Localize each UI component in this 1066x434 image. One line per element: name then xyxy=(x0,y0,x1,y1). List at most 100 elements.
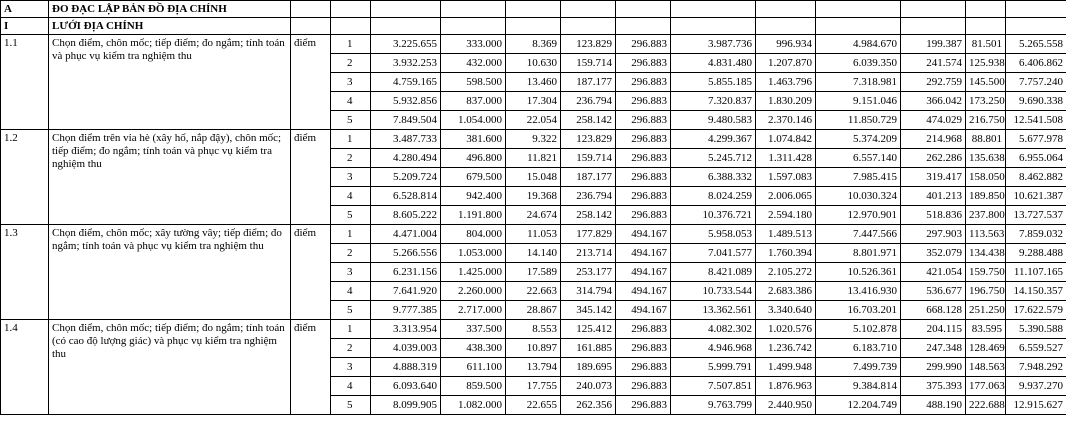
value-cell: 352.079 xyxy=(900,243,966,263)
value-cell: 1.830.209 xyxy=(755,91,816,111)
value-cell: 12.541.508 xyxy=(1005,110,1066,130)
value-cell: 314.794 xyxy=(560,281,616,301)
value-cell: 9.288.488 xyxy=(1005,243,1066,263)
value-cell: 1.236.742 xyxy=(755,338,816,358)
heading-row: I LƯỚI ĐỊA CHÍNH xyxy=(0,17,1066,35)
value-cell: 292.759 xyxy=(900,72,966,92)
value-cell: 3.340.640 xyxy=(755,300,816,320)
value-cell: 123.829 xyxy=(560,129,616,149)
value-cell: 16.703.201 xyxy=(815,300,901,320)
value-cell: 187.177 xyxy=(560,72,616,92)
value-cell: 253.177 xyxy=(560,262,616,282)
value-cell: 432.000 xyxy=(440,53,506,73)
empty-cell xyxy=(670,17,756,35)
value-cell: 345.142 xyxy=(560,300,616,320)
value-cell: 7.641.920 xyxy=(370,281,441,301)
value-cell: 135.638 xyxy=(965,148,1006,168)
value-cell: 17.304 xyxy=(505,91,561,111)
empty-cell xyxy=(615,0,671,18)
price-table: A ĐO ĐẠC LẬP BẢN ĐỒ ĐỊA CHÍNH I LƯỚI ĐỊA CH… xyxy=(0,0,1066,415)
value-cell: 296.883 xyxy=(615,376,671,396)
value-cell: 12.915.627 xyxy=(1005,395,1066,415)
level-cell: 5 xyxy=(330,300,371,320)
value-cell: 494.167 xyxy=(615,224,671,244)
value-cell: 8.801.971 xyxy=(815,243,901,263)
value-cell: 4.280.494 xyxy=(370,148,441,168)
value-cell: 2.683.386 xyxy=(755,281,816,301)
value-cell: 5.855.185 xyxy=(670,72,756,92)
value-cell: 222.688 xyxy=(965,395,1006,415)
level-cell: 3 xyxy=(330,262,371,282)
item-code: 1.2 xyxy=(0,129,49,225)
value-cell: 494.167 xyxy=(615,262,671,282)
value-cell: 7.948.292 xyxy=(1005,357,1066,377)
empty-cell xyxy=(815,0,901,18)
item-unit: điểm xyxy=(290,129,331,225)
empty-cell xyxy=(505,17,561,35)
value-cell: 2.006.065 xyxy=(755,186,816,206)
value-cell: 4.984.670 xyxy=(815,34,901,54)
value-cell: 1.597.083 xyxy=(755,167,816,187)
value-cell: 1.311.428 xyxy=(755,148,816,168)
value-cell: 1.499.948 xyxy=(755,357,816,377)
value-cell: 296.883 xyxy=(615,167,671,187)
value-cell: 6.183.710 xyxy=(815,338,901,358)
value-cell: 159.714 xyxy=(560,53,616,73)
heading-title: ĐO ĐẠC LẬP BẢN ĐỒ ĐỊA CHÍNH xyxy=(48,0,291,18)
value-cell: 3.225.655 xyxy=(370,34,441,54)
value-cell: 28.867 xyxy=(505,300,561,320)
value-cell: 13.727.537 xyxy=(1005,205,1066,225)
data-row: 1.4 Chọn điểm, chôn mốc; tiếp điểm; đo ng… xyxy=(0,319,1066,415)
value-cell: 88.801 xyxy=(965,129,1006,149)
value-cell: 22.663 xyxy=(505,281,561,301)
value-cell: 333.000 xyxy=(440,34,506,54)
empty-cell xyxy=(370,0,441,18)
value-cell: 251.250 xyxy=(965,300,1006,320)
value-cell: 7.985.415 xyxy=(815,167,901,187)
value-cell: 3.487.733 xyxy=(370,129,441,149)
value-cell: 9.690.338 xyxy=(1005,91,1066,111)
value-cell: 158.050 xyxy=(965,167,1006,187)
value-cell: 2.260.000 xyxy=(440,281,506,301)
item-code: 1.4 xyxy=(0,319,49,415)
value-cell: 213.714 xyxy=(560,243,616,263)
level-cell: 2 xyxy=(330,338,371,358)
value-cell: 299.990 xyxy=(900,357,966,377)
value-cell: 4.759.165 xyxy=(370,72,441,92)
empty-cell xyxy=(290,0,331,18)
heading-title: LƯỚI ĐỊA CHÍNH xyxy=(48,17,291,35)
value-cell: 11.850.729 xyxy=(815,110,901,130)
value-cell: 237.800 xyxy=(965,205,1006,225)
value-cell: 9.763.799 xyxy=(670,395,756,415)
value-cell: 241.574 xyxy=(900,53,966,73)
value-cell: 17.622.579 xyxy=(1005,300,1066,320)
value-cell: 11.053 xyxy=(505,224,561,244)
value-cell: 494.167 xyxy=(615,300,671,320)
value-cell: 159.750 xyxy=(965,262,1006,282)
value-cell: 3.987.736 xyxy=(670,34,756,54)
value-cell: 10.621.387 xyxy=(1005,186,1066,206)
value-cell: 4.831.480 xyxy=(670,53,756,73)
value-cell: 297.903 xyxy=(900,224,966,244)
value-cell: 14.150.357 xyxy=(1005,281,1066,301)
value-cell: 2.440.950 xyxy=(755,395,816,415)
value-cell: 7.507.851 xyxy=(670,376,756,396)
value-cell: 296.883 xyxy=(615,186,671,206)
value-cell: 1.463.796 xyxy=(755,72,816,92)
value-cell: 17.589 xyxy=(505,262,561,282)
value-cell: 189.695 xyxy=(560,357,616,377)
value-cell: 5.958.053 xyxy=(670,224,756,244)
value-cell: 296.883 xyxy=(615,110,671,130)
value-cell: 81.501 xyxy=(965,34,1006,54)
value-cell: 204.115 xyxy=(900,319,966,339)
value-cell: 159.714 xyxy=(560,148,616,168)
value-cell: 125.412 xyxy=(560,319,616,339)
empty-cell xyxy=(965,17,1006,35)
value-cell: 1.053.000 xyxy=(440,243,506,263)
value-cell: 6.093.640 xyxy=(370,376,441,396)
heading-row: A ĐO ĐẠC LẬP BẢN ĐỒ ĐỊA CHÍNH xyxy=(0,0,1066,18)
value-cell: 13.416.930 xyxy=(815,281,901,301)
value-cell: 24.674 xyxy=(505,205,561,225)
value-cell: 9.937.270 xyxy=(1005,376,1066,396)
value-cell: 668.128 xyxy=(900,300,966,320)
